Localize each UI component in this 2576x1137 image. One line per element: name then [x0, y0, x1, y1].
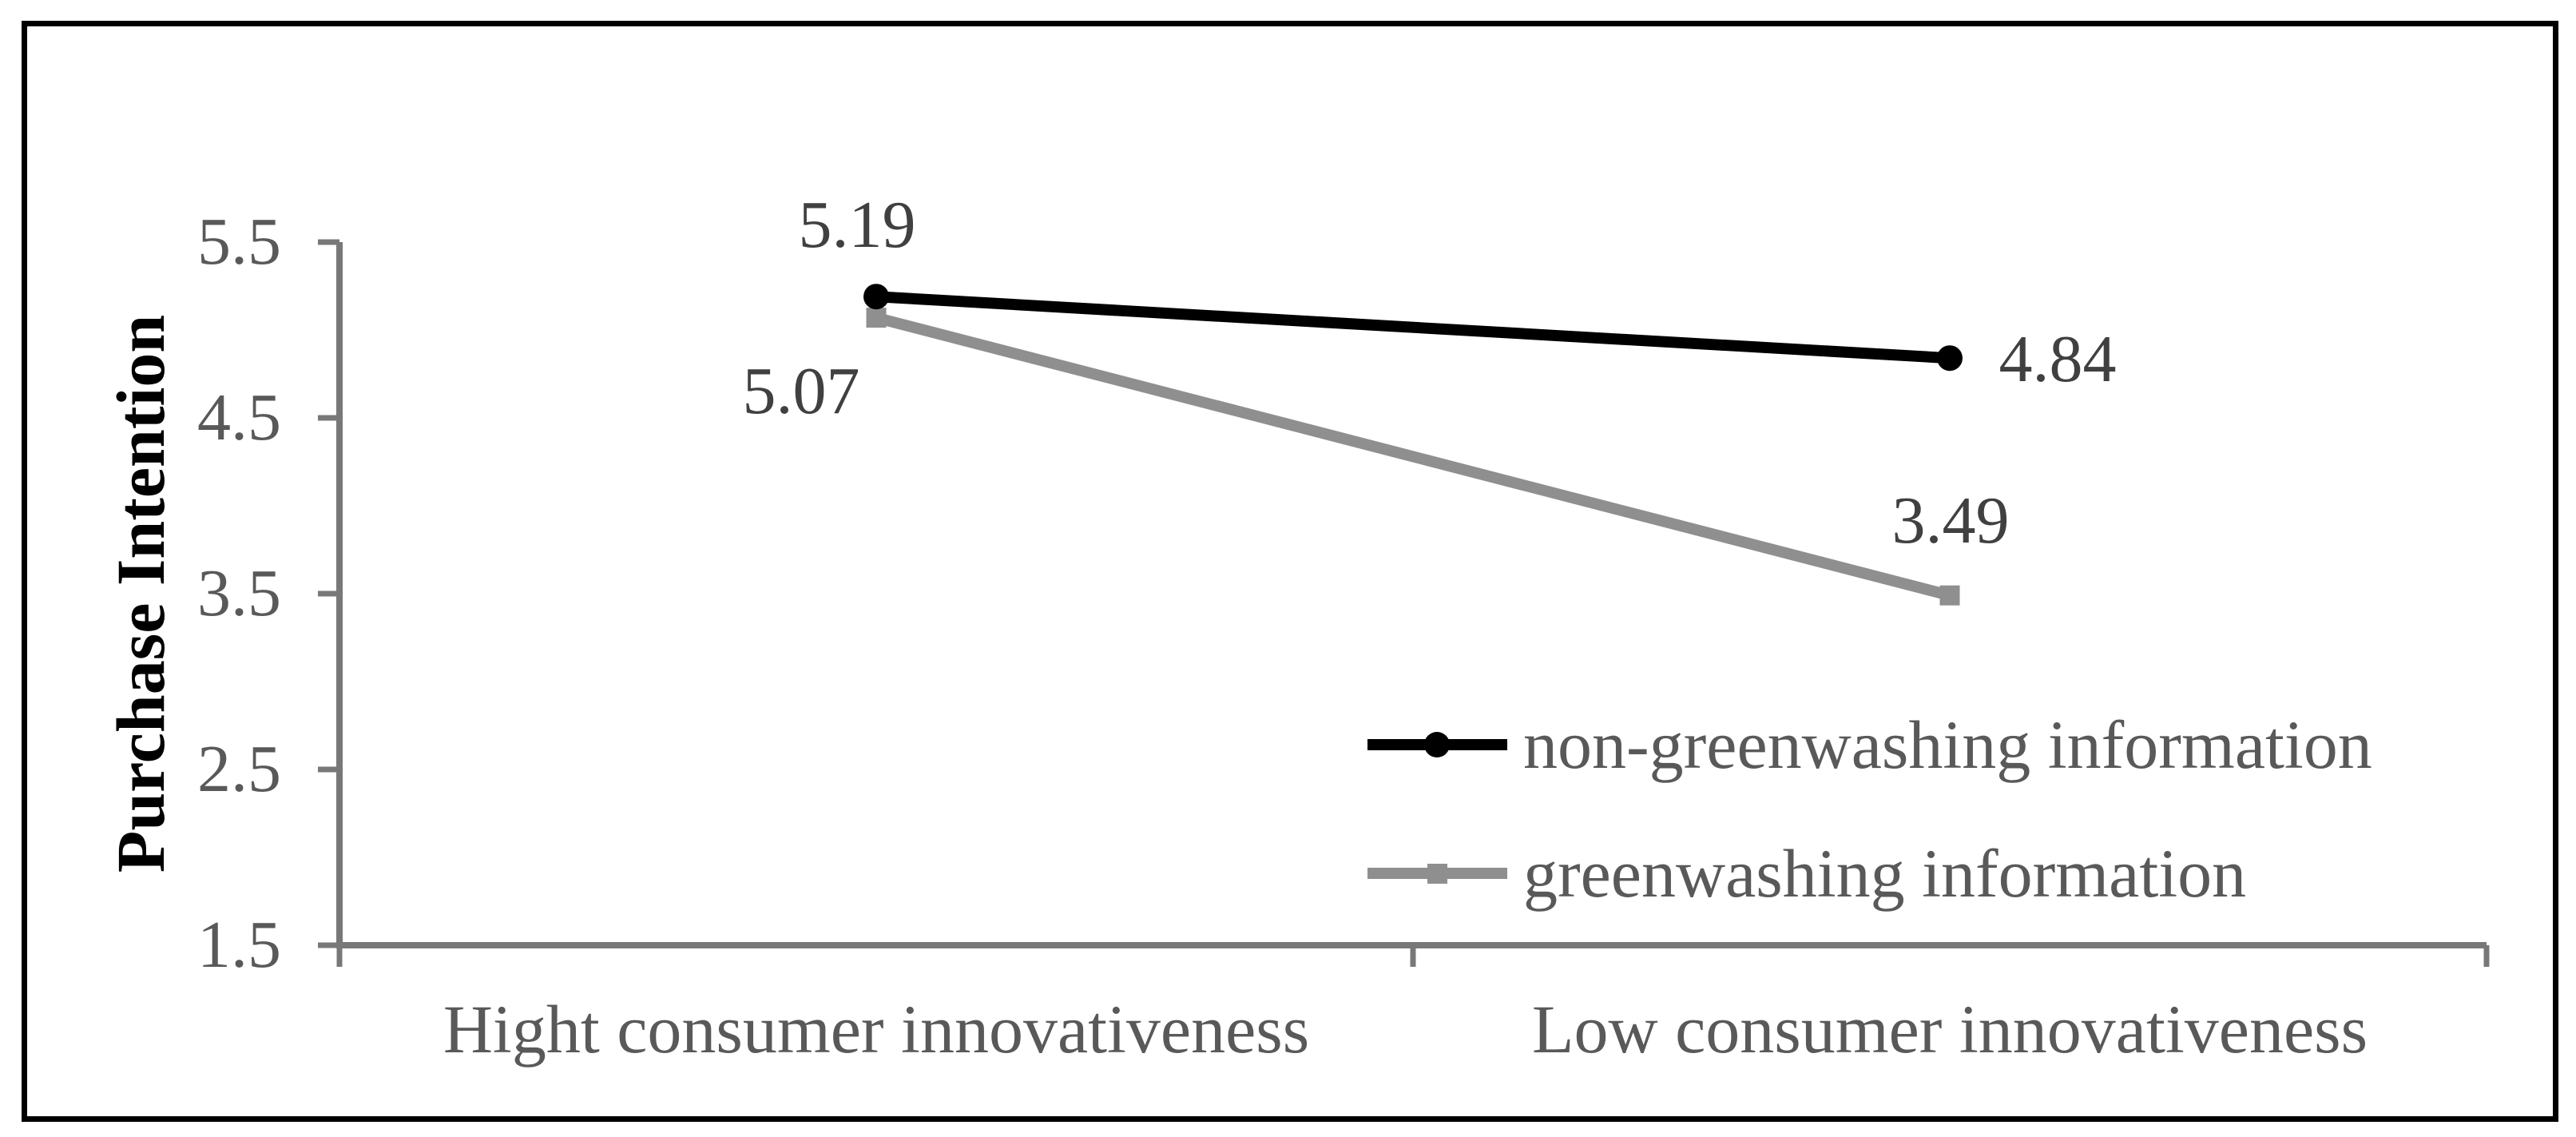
- data-point-square-marker: [866, 308, 887, 328]
- data-point-circle-marker: [863, 284, 889, 310]
- y-tick-label: 5.5: [197, 205, 281, 279]
- data-label: 5.19: [798, 188, 916, 262]
- legend-label: non-greenwashing information: [1523, 706, 2372, 783]
- legend-item: greenwashing information: [1367, 829, 2246, 917]
- x-category-label: Low consumer innovativeness: [1531, 991, 2368, 1067]
- y-tick-label: 3.5: [197, 556, 281, 630]
- y-tick-label: 4.5: [197, 380, 281, 455]
- series-line-1: [875, 312, 1951, 601]
- legend-label: greenwashing information: [1523, 835, 2247, 912]
- legend-item: non-greenwashing information: [1367, 701, 2372, 789]
- data-label: 3.49: [1891, 483, 2010, 558]
- data-point-circle-marker: [1937, 345, 1963, 372]
- legend-line-circle-marker-icon: [1367, 732, 1507, 757]
- data-point-square-marker: [1939, 585, 1960, 606]
- data-label: 4.84: [1998, 322, 2117, 396]
- y-tick-label: 1.5: [197, 908, 281, 982]
- x-category-label: Hight consumer innovativeness: [443, 991, 1310, 1067]
- y-tick-label: 2.5: [197, 732, 281, 806]
- figure-border: [22, 21, 2558, 1122]
- series-line-0: [875, 291, 1951, 364]
- legend-line-square-marker-icon: [1367, 864, 1507, 884]
- data-label: 5.07: [742, 354, 860, 428]
